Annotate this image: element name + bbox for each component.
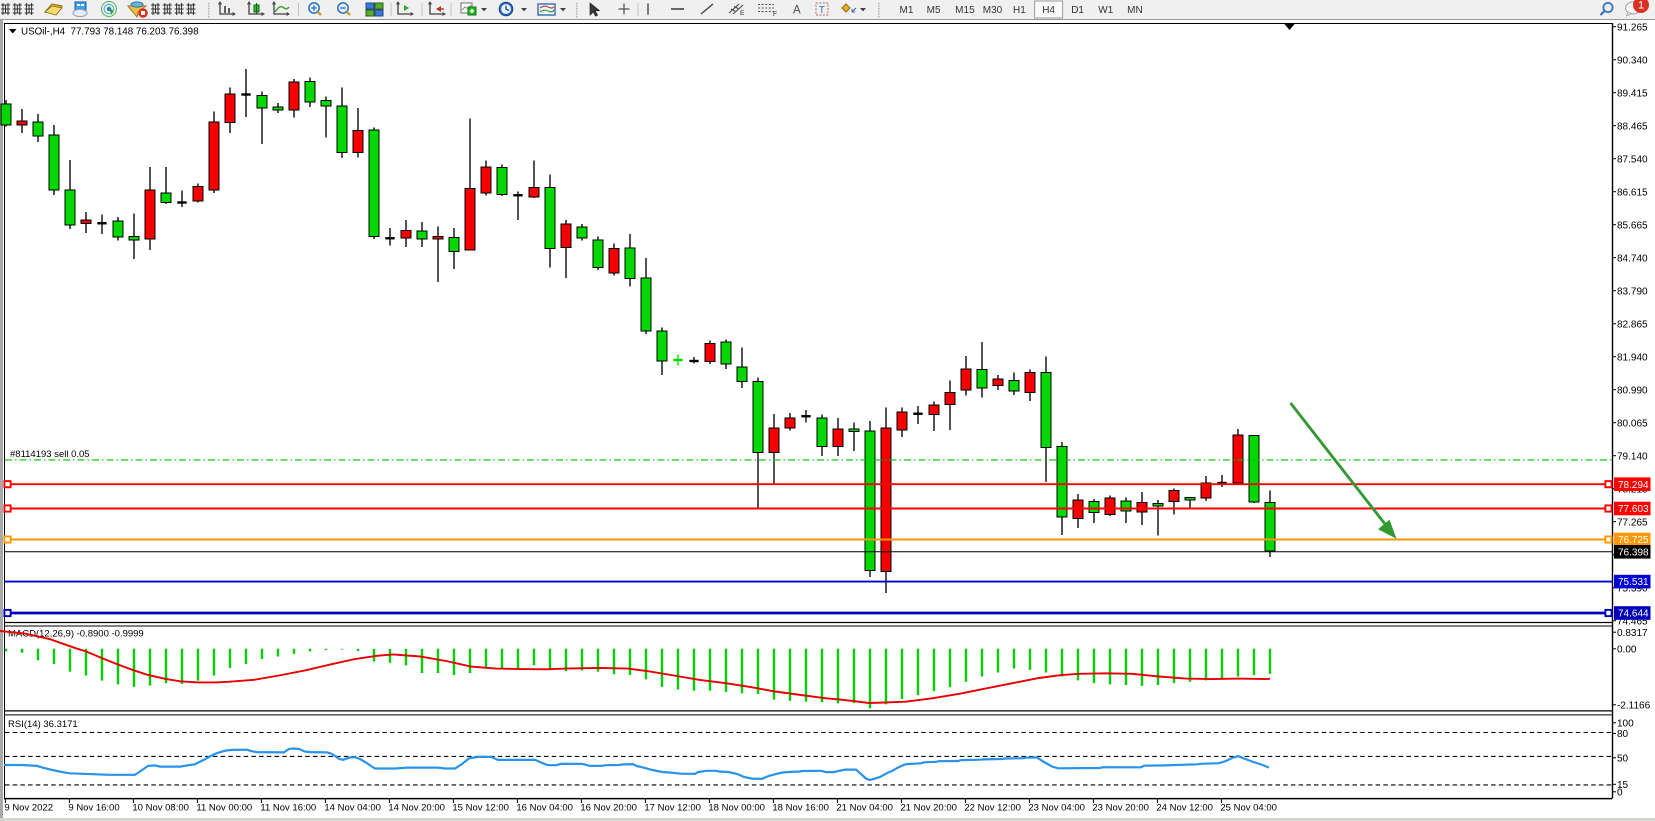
svg-text:D1: D1 [1071,5,1084,16]
svg-text:16 Nov 20:00: 16 Nov 20:00 [580,803,637,814]
svg-text:25 Nov 04:00: 25 Nov 04:00 [1220,803,1277,814]
svg-text:91.265: 91.265 [1617,22,1648,33]
svg-text:T: T [819,5,825,16]
svg-text:#8114193 sell 0.05: #8114193 sell 0.05 [10,449,90,460]
svg-text:USOil-,H4 77.793 78.148 76.20: USOil-,H4 77.793 78.148 76.203 76.398 [21,27,199,38]
svg-text:23 Nov 04:00: 23 Nov 04:00 [1028,803,1085,814]
svg-text:89.415: 89.415 [1617,88,1648,99]
svg-text:77.265: 77.265 [1617,517,1648,528]
svg-text:100: 100 [1617,718,1634,729]
svg-text:14 Nov 20:00: 14 Nov 20:00 [388,803,445,814]
svg-text:83.790: 83.790 [1617,286,1648,297]
svg-text:16 Nov 04:00: 16 Nov 04:00 [516,803,573,814]
svg-text:18 Nov 00:00: 18 Nov 00:00 [708,803,765,814]
svg-text:15: 15 [1617,780,1629,791]
svg-text:11 Nov 00:00: 11 Nov 00:00 [196,803,252,814]
svg-text:F: F [773,11,777,18]
svg-text:82.865: 82.865 [1617,319,1648,330]
svg-text:76.725: 76.725 [1618,535,1649,546]
svg-text:85.665: 85.665 [1617,220,1648,231]
svg-text:M1: M1 [900,5,914,16]
svg-text:E: E [740,10,745,17]
svg-text:84.740: 84.740 [1617,253,1648,264]
svg-text:77.603: 77.603 [1618,504,1649,515]
svg-text:0: 0 [1617,787,1623,798]
svg-text:M15: M15 [955,5,975,16]
svg-text:88.465: 88.465 [1617,121,1648,132]
svg-text:15 Nov 12:00: 15 Nov 12:00 [452,803,509,814]
svg-text:21 Nov 04:00: 21 Nov 04:00 [836,803,893,814]
svg-text:0.8317: 0.8317 [1617,628,1648,639]
svg-text:MN: MN [1127,5,1143,16]
svg-text:75.531: 75.531 [1618,577,1649,588]
svg-text:74.465: 74.465 [1617,616,1648,627]
svg-text:MACD(12,26,9) -0.8900 -0.9999: MACD(12,26,9) -0.8900 -0.9999 [8,629,144,640]
svg-text:H1: H1 [1013,5,1026,16]
svg-text:23 Nov 20:00: 23 Nov 20:00 [1092,803,1149,814]
svg-text:86.615: 86.615 [1617,187,1648,198]
svg-text:74.644: 74.644 [1618,609,1649,620]
svg-text:0.00: 0.00 [1617,644,1637,655]
svg-text:9 Nov 2022: 9 Nov 2022 [4,803,53,814]
svg-text:75.390: 75.390 [1617,583,1648,594]
svg-text:A: A [793,5,801,17]
svg-text:81.940: 81.940 [1617,352,1648,363]
svg-text:79.140: 79.140 [1617,451,1648,462]
svg-text:50: 50 [1617,753,1629,764]
svg-text:18 Nov 16:00: 18 Nov 16:00 [772,803,829,814]
svg-text:10 Nov 08:00: 10 Nov 08:00 [132,803,189,814]
svg-text:H4: H4 [1042,5,1055,16]
svg-text:M5: M5 [927,5,941,16]
svg-text:M30: M30 [983,5,1003,16]
svg-text:-2.1166: -2.1166 [1617,700,1651,711]
svg-text:W1: W1 [1098,5,1113,16]
svg-text:RSI(14) 36.3171: RSI(14) 36.3171 [8,719,78,730]
svg-text:80: 80 [1617,729,1629,740]
svg-text:80.065: 80.065 [1617,418,1648,429]
svg-text:24 Nov 12:00: 24 Nov 12:00 [1156,803,1213,814]
svg-text:22 Nov 12:00: 22 Nov 12:00 [964,803,1021,814]
svg-text:80.990: 80.990 [1617,385,1648,396]
svg-text:1: 1 [1638,0,1644,12]
svg-text:11 Nov 16:00: 11 Nov 16:00 [260,803,316,814]
svg-text:14 Nov 04:00: 14 Nov 04:00 [324,803,381,814]
svg-text:17 Nov 12:00: 17 Nov 12:00 [644,803,701,814]
svg-text:21 Nov 20:00: 21 Nov 20:00 [900,803,957,814]
svg-text:78.294: 78.294 [1618,480,1649,491]
svg-text:76.398: 76.398 [1618,547,1649,558]
svg-text:87.540: 87.540 [1617,154,1648,165]
svg-text:90.340: 90.340 [1617,55,1648,66]
svg-text:9 Nov 16:00: 9 Nov 16:00 [68,803,119,814]
